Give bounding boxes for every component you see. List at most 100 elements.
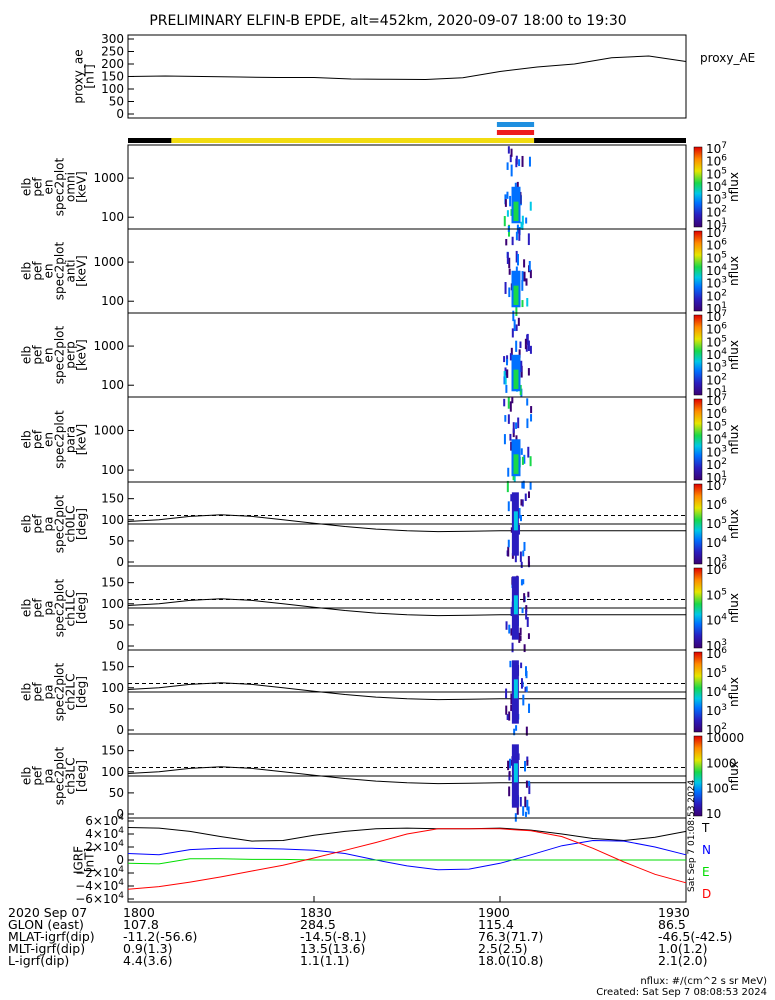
- pa-cell: [508, 758, 511, 769]
- colorbar-tick-label: 104: [706, 535, 727, 550]
- colorbar-label: nflux: [727, 509, 741, 539]
- pa-cell: [524, 686, 527, 693]
- spectrogram-cell: [509, 401, 512, 412]
- ylabel-IGRF: IGRF[nT]: [72, 846, 97, 874]
- pa-cell: [516, 804, 519, 815]
- ylabel-line: pef: [31, 766, 45, 786]
- panel-frame: [127, 228, 687, 314]
- colorbar-tick-label: 104: [706, 347, 727, 362]
- pa-cell: [506, 714, 509, 720]
- colorbar-tick-label: 105: [706, 166, 727, 181]
- spectrogram-cell: [507, 396, 510, 409]
- ytick-label: 50: [109, 534, 124, 548]
- colorbar-tick-label: 106: [706, 238, 727, 253]
- pa-cell: [528, 703, 531, 713]
- spectrogram-cell: [527, 233, 530, 246]
- pa-cell: [519, 796, 522, 807]
- ylabel-line: spec2plot: [53, 578, 67, 637]
- spectrogram-cell: [527, 446, 530, 458]
- colorbar-label: nflux: [727, 340, 741, 370]
- colorbar-tick-label: 103: [706, 638, 727, 653]
- spectrogram-cell: [510, 441, 513, 451]
- colorbar-tick-label: 107: [706, 309, 727, 324]
- colorbar-tick-label: 104: [706, 613, 727, 628]
- pa-cell: [527, 556, 530, 567]
- pa-cell: [518, 632, 521, 643]
- colorbar-tick-label: 101: [706, 217, 727, 232]
- pa-cell: [526, 756, 529, 762]
- spectrogram-cell: [505, 358, 508, 366]
- ylabel-line: [keV]: [75, 171, 89, 202]
- pa-cell: [513, 728, 516, 736]
- spectrogram-cell: [526, 418, 529, 429]
- footer-row-label: MLT-igrf(dip): [8, 941, 86, 956]
- spectrogram-cell: [517, 417, 520, 429]
- igrf-series-E: [127, 858, 686, 865]
- pa-cell: [520, 662, 523, 669]
- ylabel-line: elb: [20, 346, 34, 364]
- footer-cell: 76.3(71.7): [478, 929, 544, 944]
- ylabel-line: ch2LC: [64, 674, 78, 711]
- pa-cell: [523, 644, 526, 653]
- spectrogram-cell: [510, 209, 513, 216]
- footer-cell: 4.4(3.6): [123, 953, 173, 968]
- colorbar-tick-label: 102: [706, 204, 727, 219]
- colorbar-tick-label: 10: [706, 807, 721, 821]
- pa-cell: [510, 693, 513, 705]
- spectrogram-cell: [511, 397, 514, 404]
- pa-cell: [524, 493, 527, 501]
- colorbar-tick-label: 105: [706, 587, 727, 602]
- pa-cell: [521, 607, 524, 614]
- igrf-legend-N: N: [702, 843, 711, 857]
- ytick-label: 0: [116, 723, 124, 737]
- footer-row-label: MLAT-igrf(dip): [8, 929, 95, 944]
- colorbar: [693, 398, 703, 481]
- spectrogram-cell: [520, 448, 523, 455]
- ytick-label: 50: [109, 786, 124, 800]
- pa-cell: [507, 539, 510, 548]
- loss-cone-curve: [127, 598, 686, 617]
- pa-cell: [521, 499, 524, 507]
- colorbar-tick-label: 104: [706, 263, 727, 278]
- ytick-label: 0: [116, 555, 124, 569]
- panel-pef_en_spec2plot_para: elbpefenspec2plotpara[keV]10010001011021…: [20, 393, 741, 493]
- spectrogram-cell: [528, 260, 531, 272]
- spectrogram-cell: [521, 215, 524, 225]
- orbit-bar-red: [496, 130, 535, 135]
- pa-core-high: [513, 763, 518, 783]
- footer-cell: 115.4: [478, 917, 514, 932]
- colorbar-label: nflux: [727, 425, 741, 455]
- ylabel-line: spec2plot: [53, 410, 67, 469]
- ytick-label: 150: [101, 576, 124, 590]
- footer-row-label: 2020 Sep 07: [8, 905, 88, 920]
- spectrogram-cell: [521, 456, 524, 465]
- spectrogram-cell: [528, 156, 531, 167]
- ytick-label: 0: [116, 853, 124, 867]
- colorbar-tick-label: 105: [706, 250, 727, 265]
- spectrogram-cell: [506, 191, 509, 199]
- spectrogram-cell: [521, 280, 524, 291]
- pa-cell: [510, 527, 513, 533]
- spectrogram-cell: [523, 454, 526, 464]
- pa-cell: [528, 780, 531, 786]
- pa-cell: [526, 617, 529, 627]
- ylabel-line: spec2plot: [53, 746, 67, 805]
- spectrogram-cell: [517, 317, 520, 326]
- spectrogram-cell: [515, 340, 518, 352]
- spectrogram-cell: [510, 164, 513, 177]
- spectrogram-cell: [504, 415, 507, 422]
- colorbar: [693, 651, 703, 733]
- spectrogram-cell: [529, 345, 532, 354]
- spectrogram-cell: [503, 356, 506, 363]
- colorbar-tick-label: 106: [706, 322, 727, 337]
- ytick-label: 0: [116, 807, 124, 821]
- orbit-bar-black-2: [534, 138, 686, 143]
- colorbar-tick-label: 107: [706, 478, 727, 493]
- pa-cell: [526, 799, 529, 811]
- igrf-legend-D: D: [702, 887, 711, 901]
- ylabel-line: pef: [31, 598, 45, 618]
- spectrogram-cell: [520, 360, 523, 372]
